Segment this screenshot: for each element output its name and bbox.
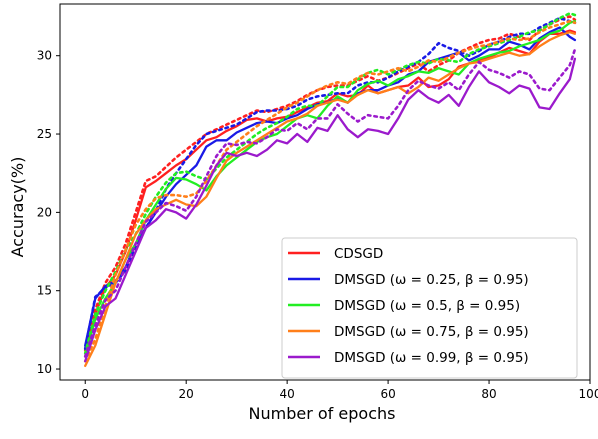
legend: CDSGD DMSGD (ω = 0.25, β = 0.95) DMSGD (ω …: [281, 237, 578, 379]
y-tick-label: 15: [37, 284, 52, 298]
y-tick-label: 30: [37, 49, 52, 63]
axes: 0 20 40 60 80 100 10 15 20 25 30: [37, 49, 598, 401]
y-axis-label: Accuracy(%): [8, 157, 27, 258]
series-line-dotted-1: [83, 15, 577, 352]
series-line-dotted-7: [83, 19, 577, 363]
legend-box: [281, 237, 578, 379]
x-tick-label: 0: [81, 387, 89, 401]
series-group: [83, 12, 577, 368]
y-tick-label: 20: [37, 205, 52, 219]
x-tick-label: 40: [280, 387, 295, 401]
legend-label: DMSGD (ω = 0.5, β = 0.95): [334, 298, 520, 314]
x-tick-label: 80: [481, 387, 496, 401]
y-tick-label: 25: [37, 127, 52, 141]
series-line-dotted-5: [83, 12, 577, 355]
x-tick-label: 60: [380, 387, 395, 401]
legend-label: DMSGD (ω = 0.25, β = 0.95): [334, 272, 529, 288]
legend-label: CDSGD: [334, 246, 383, 262]
series-line-dotted-9: [83, 48, 577, 358]
legend-label: DMSGD (ω = 0.99, β = 0.95): [334, 350, 529, 366]
y-tick-label: 10: [37, 362, 52, 376]
x-tick-label: 100: [579, 387, 598, 401]
legend-label: DMSGD (ω = 0.75, β = 0.95): [334, 324, 529, 340]
series-line-8: [84, 57, 577, 363]
x-tick-label: 20: [179, 387, 194, 401]
x-axis-label: Number of epochs: [249, 404, 396, 423]
